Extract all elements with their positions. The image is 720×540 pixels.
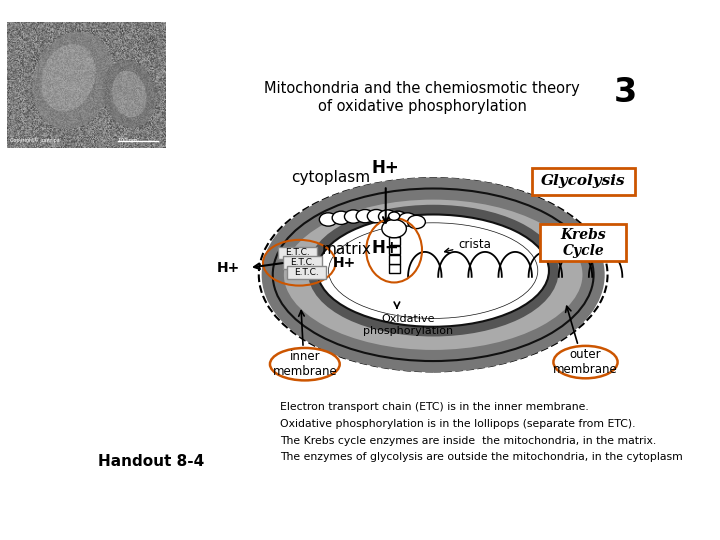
Text: The enzymes of glycolysis are outside the mitochondria, in the cytoplasm: The enzymes of glycolysis are outside th… [280,453,683,462]
Text: E.T.C.: E.T.C. [285,248,310,257]
Circle shape [408,215,426,228]
Circle shape [367,210,385,223]
Text: Oxidative phosphorylation is in the lollipops (separate from ETC).: Oxidative phosphorylation is in the loll… [280,419,635,429]
Text: H+: H+ [372,159,400,177]
Text: E.T.C.: E.T.C. [289,258,315,267]
Bar [389,255,400,264]
Ellipse shape [554,346,618,379]
Text: E.T.C.: E.T.C. [294,268,319,277]
FancyBboxPatch shape [282,256,322,268]
Ellipse shape [328,223,538,319]
Bar [389,265,400,273]
Circle shape [399,213,416,226]
Text: inner
membrane: inner membrane [272,350,337,378]
FancyBboxPatch shape [287,266,326,279]
FancyBboxPatch shape [532,167,634,195]
Text: Oxidative
phosphorylation: Oxidative phosphorylation [363,314,453,336]
Text: 100 nm: 100 nm [118,138,137,144]
FancyBboxPatch shape [278,246,317,259]
Circle shape [344,210,362,223]
Text: H+: H+ [216,261,240,275]
Circle shape [320,213,337,226]
FancyBboxPatch shape [540,224,626,261]
Text: Mitochondria and the chemiosmotic theory
of oxidative phosphorylation: Mitochondria and the chemiosmotic theory… [264,82,580,114]
Circle shape [332,211,350,225]
Ellipse shape [273,188,593,361]
Ellipse shape [318,214,549,327]
Text: H+: H+ [333,256,356,270]
Circle shape [389,211,407,225]
Text: cytoplasm: cytoplasm [291,170,370,185]
Text: matrix: matrix [322,242,372,258]
Bar [389,237,400,245]
Text: outer
membrane: outer membrane [553,348,618,376]
Text: H+: H+ [372,239,400,258]
Text: Glycolysis: Glycolysis [541,174,626,188]
Text: 3: 3 [613,77,637,110]
Text: The Krebs cycle enzymes are inside  the mitochondria, in the matrix.: The Krebs cycle enzymes are inside the m… [280,436,656,446]
Circle shape [389,212,400,220]
Text: crista: crista [445,238,491,253]
Bar [389,246,400,254]
Text: Electron transport chain (ETC) is in the inner membrane.: Electron transport chain (ETC) is in the… [280,402,588,413]
Circle shape [379,210,396,223]
Circle shape [356,210,374,223]
Text: Krebs
Cycle: Krebs Cycle [560,228,606,258]
Text: Handout 8-4: Handout 8-4 [99,454,204,469]
Ellipse shape [318,214,549,327]
Text: Copyright© Juntripa: Copyright© Juntripa [10,138,60,144]
Circle shape [382,219,406,238]
Ellipse shape [270,348,340,380]
